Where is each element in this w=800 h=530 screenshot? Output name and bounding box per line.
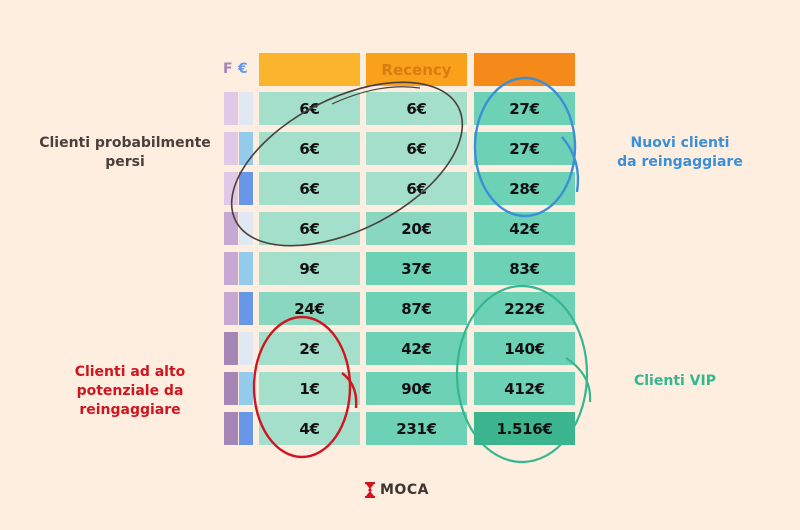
value-cell: 20€ [366, 212, 467, 245]
value-cell: 140€ [474, 332, 575, 365]
frequency-bar [224, 92, 238, 125]
label-new-line2: da reingaggiare [617, 154, 743, 170]
value-cell: 6€ [366, 92, 467, 125]
frequency-bar [224, 372, 238, 405]
value-cell: 42€ [474, 212, 575, 245]
value-cell: 6€ [366, 172, 467, 205]
label-lost-customers: Clienti probabilmente persi [30, 134, 220, 172]
frequency-bar [224, 292, 238, 325]
value-cell: 27€ [474, 92, 575, 125]
frequency-bar [224, 132, 238, 165]
frequency-bar [224, 412, 238, 445]
value-cell: 231€ [366, 412, 467, 445]
value-cell: 9€ [259, 252, 360, 285]
value-cell: 4€ [259, 412, 360, 445]
moca-hourglass-icon [365, 482, 375, 498]
label-vip-line1: Clienti VIP [633, 373, 716, 389]
monetary-bar [239, 92, 253, 125]
value-cell: 90€ [366, 372, 467, 405]
frequency-bar [224, 172, 238, 205]
monetary-bar [239, 132, 253, 165]
value-cell: 6€ [366, 132, 467, 165]
header-recency-high [474, 53, 575, 86]
value-cell: 412€ [474, 372, 575, 405]
label-high-potential-line2: potenziale da [76, 383, 184, 399]
frequency-axis-label: F [223, 61, 233, 77]
monetary-bar [239, 212, 253, 245]
header-recency-mid: Recency [366, 53, 467, 86]
value-cell: 1.516€ [474, 412, 575, 445]
label-high-potential-line1: Clienti ad alto [74, 364, 186, 380]
value-cell: 37€ [366, 252, 467, 285]
frequency-bar [224, 212, 238, 245]
monetary-bar [239, 332, 253, 365]
frequency-bar [224, 332, 238, 365]
label-high-potential-line3: reingaggiare [79, 402, 181, 418]
monetary-bar [239, 252, 253, 285]
value-cell: 222€ [474, 292, 575, 325]
value-cell: 83€ [474, 252, 575, 285]
value-cell: 6€ [259, 132, 360, 165]
moca-logo: MOCA [365, 482, 429, 498]
value-cell: 1€ [259, 372, 360, 405]
label-new-line1: Nuovi clienti [630, 135, 730, 151]
value-cell: 42€ [366, 332, 467, 365]
label-vip: Clienti VIP [600, 372, 750, 391]
monetary-bar [239, 172, 253, 205]
value-cell: 24€ [259, 292, 360, 325]
monetary-bar [239, 372, 253, 405]
monetary-bar [239, 412, 253, 445]
monetary-axis-label: € [238, 61, 248, 77]
value-cell: 6€ [259, 172, 360, 205]
label-new-customers: Nuovi clienti da reingaggiare [595, 134, 765, 172]
label-lost-line2: persi [105, 154, 145, 170]
value-cell: 6€ [259, 212, 360, 245]
monetary-bar [239, 292, 253, 325]
recency-axis-label: Recency [381, 60, 452, 79]
header-recency-low [259, 53, 360, 86]
value-cell: 2€ [259, 332, 360, 365]
frequency-bar [224, 252, 238, 285]
label-high-potential: Clienti ad alto potenziale da reingaggia… [45, 363, 215, 420]
value-cell: 87€ [366, 292, 467, 325]
label-lost-line1: Clienti probabilmente [39, 135, 211, 151]
value-cell: 28€ [474, 172, 575, 205]
value-cell: 27€ [474, 132, 575, 165]
value-cell: 6€ [259, 92, 360, 125]
moca-logo-text: MOCA [380, 482, 429, 498]
